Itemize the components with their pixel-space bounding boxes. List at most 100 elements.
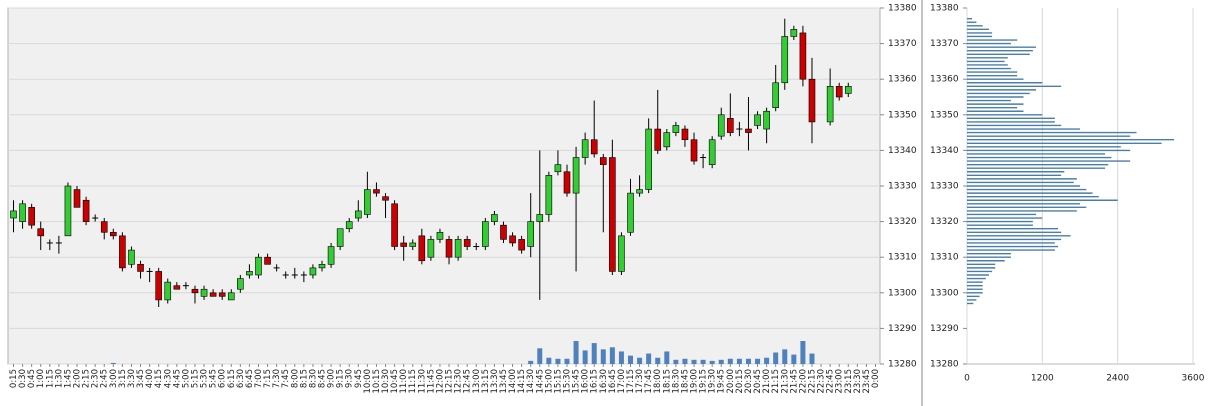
candle-body bbox=[28, 207, 35, 226]
candle-body bbox=[218, 292, 226, 297]
x-tick-label: 22:15 bbox=[807, 369, 817, 394]
candle-body bbox=[708, 139, 716, 165]
candle-body bbox=[491, 214, 498, 222]
candle-body bbox=[327, 246, 335, 265]
y-tick-label: 13340 bbox=[930, 146, 959, 156]
candle-body bbox=[781, 36, 789, 84]
x-tick-label: 2:30 bbox=[91, 369, 101, 388]
x-tick-label: 16:00 bbox=[581, 369, 591, 394]
y-tick-label: 13320 bbox=[888, 217, 917, 227]
candle-body bbox=[581, 139, 589, 158]
x-tick-label: 23:45 bbox=[862, 369, 872, 394]
volume-bar bbox=[564, 358, 570, 364]
x-tick-label: 4:45 bbox=[172, 369, 182, 388]
x-tick-label: 21:30 bbox=[780, 369, 790, 394]
x-tick-label: 12:15 bbox=[445, 369, 455, 394]
y-tick-label: 13380 bbox=[930, 4, 959, 14]
x-tick-label: 1:15 bbox=[45, 369, 55, 388]
x-tick-label: 0:45 bbox=[27, 369, 37, 388]
candle-body bbox=[318, 264, 326, 269]
x-tick-label: 6:45 bbox=[245, 369, 255, 388]
x-tick-label: 18:45 bbox=[680, 369, 690, 394]
x-tick-label: 4:30 bbox=[163, 369, 173, 388]
x-tick-label: 13:15 bbox=[481, 369, 491, 394]
x-tick-label: 4:00 bbox=[145, 369, 155, 388]
candle-body bbox=[100, 221, 108, 233]
candle-body bbox=[137, 264, 144, 272]
volume-bar bbox=[628, 355, 634, 364]
x-tick-label: 1200 bbox=[1031, 374, 1054, 384]
x-tick-label: 10:15 bbox=[372, 369, 382, 394]
volume-bar bbox=[637, 357, 643, 364]
x-tick-label: 1:00 bbox=[36, 369, 46, 388]
candle-body bbox=[400, 242, 407, 247]
candle-body bbox=[826, 86, 834, 123]
candle-body bbox=[463, 239, 471, 247]
candle-body bbox=[563, 171, 571, 194]
x-tick-label: 21:45 bbox=[789, 369, 799, 394]
x-tick-label: 6:15 bbox=[227, 369, 237, 388]
x-tick-label: 16:30 bbox=[599, 369, 609, 394]
volume-bar bbox=[609, 347, 615, 364]
y-tick-label: 13320 bbox=[930, 217, 959, 227]
candle-body bbox=[799, 32, 807, 80]
x-tick-label: 7:15 bbox=[263, 369, 273, 388]
y-tick-label: 13290 bbox=[888, 324, 917, 334]
candle-body bbox=[82, 199, 90, 222]
candle-body bbox=[173, 285, 181, 290]
y-tick-label: 13280 bbox=[930, 360, 959, 370]
x-tick-label: 17:45 bbox=[644, 369, 654, 394]
x-tick-label: 11:45 bbox=[426, 369, 436, 394]
y-tick-label: 13290 bbox=[930, 324, 959, 334]
x-tick-label: 22:00 bbox=[798, 369, 808, 394]
volume-bar bbox=[682, 358, 688, 364]
x-tick-label: 17:30 bbox=[635, 369, 645, 394]
y-tick-label: 13310 bbox=[888, 253, 917, 263]
candle-body bbox=[445, 239, 453, 258]
volume-bar bbox=[691, 359, 697, 364]
y-tick-label: 13370 bbox=[888, 39, 917, 49]
x-tick-label: 3:00 bbox=[109, 369, 119, 388]
candle-body bbox=[19, 203, 26, 222]
x-tick-label: 13:30 bbox=[490, 369, 500, 394]
candle-body bbox=[672, 125, 680, 133]
x-tick-label: 10:45 bbox=[390, 369, 400, 394]
x-tick-label: 2:00 bbox=[73, 369, 83, 388]
x-tick-label: 1:30 bbox=[54, 369, 64, 388]
candle-body bbox=[590, 139, 598, 155]
candle-body bbox=[618, 235, 625, 272]
candle-body bbox=[110, 231, 117, 237]
volume-bar bbox=[600, 349, 606, 364]
x-tick-label: 10:00 bbox=[363, 369, 373, 394]
volume-bar bbox=[727, 358, 733, 364]
x-tick-label: 8:15 bbox=[299, 369, 309, 388]
candle-body bbox=[454, 239, 462, 258]
x-tick-label: 1:45 bbox=[63, 369, 73, 388]
candle-body bbox=[844, 86, 852, 94]
candle-body bbox=[754, 114, 761, 126]
x-tick-label: 3600 bbox=[1182, 374, 1205, 384]
y-tick-label: 13330 bbox=[888, 182, 917, 192]
candle-body bbox=[128, 249, 135, 265]
x-tick-label: 9:45 bbox=[354, 369, 364, 388]
x-tick-label: 2:45 bbox=[100, 369, 110, 388]
x-tick-label: 9:00 bbox=[327, 369, 337, 388]
volume-bar bbox=[709, 360, 715, 364]
volume-bar bbox=[700, 359, 706, 364]
x-tick-label: 18:00 bbox=[653, 369, 663, 394]
candle-body bbox=[518, 239, 525, 251]
x-tick-label: 2:15 bbox=[82, 369, 92, 388]
candle-body bbox=[636, 189, 643, 194]
candle-body bbox=[436, 231, 444, 240]
candle-body bbox=[237, 278, 244, 290]
x-tick-label: 8:00 bbox=[290, 369, 300, 388]
volume-bar bbox=[773, 352, 779, 364]
candle-body bbox=[509, 235, 516, 244]
x-tick-label: 17:15 bbox=[626, 369, 636, 394]
candle-body bbox=[64, 185, 72, 237]
candle-body bbox=[790, 29, 798, 37]
candle-body bbox=[73, 189, 81, 208]
x-tick-label: 6:00 bbox=[218, 369, 228, 388]
x-tick-label: 14:15 bbox=[517, 369, 527, 394]
